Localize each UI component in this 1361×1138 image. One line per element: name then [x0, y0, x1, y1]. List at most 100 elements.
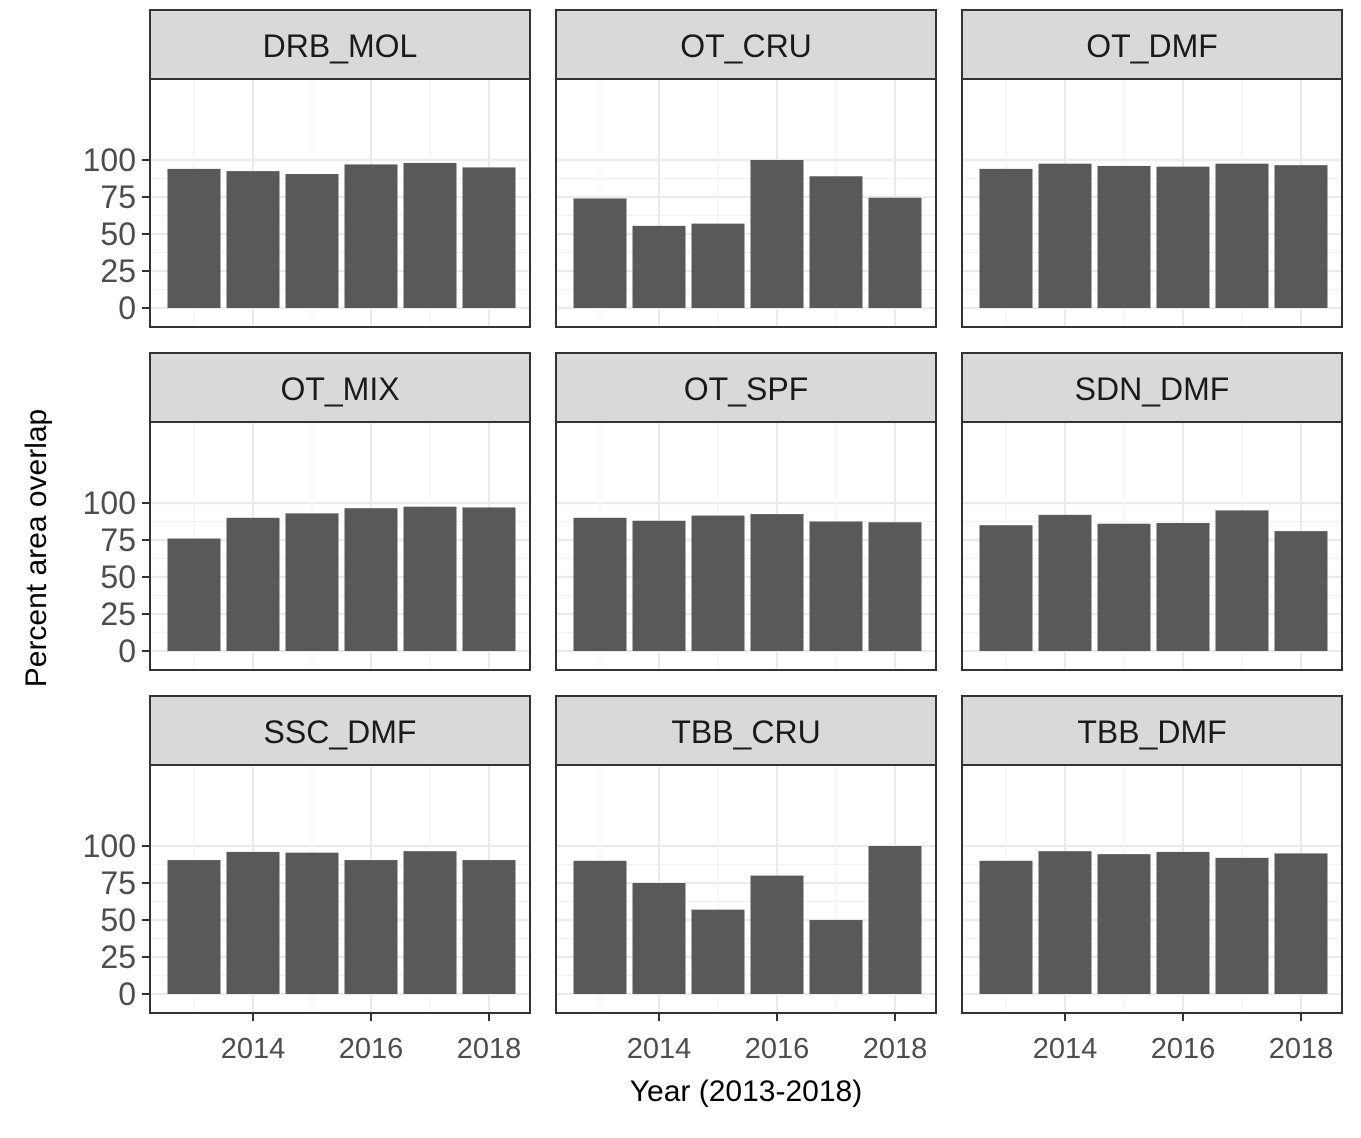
y-tick-label: 100 — [83, 828, 136, 864]
bar-drb-mol-2017 — [403, 162, 457, 308]
bar-ot-dmf-2017 — [1215, 163, 1269, 308]
bar-drb-mol-2014 — [226, 171, 280, 308]
bar-ot-mix-2018 — [462, 507, 516, 651]
facet-strip — [149, 352, 531, 423]
bar-drb-mol-2018 — [462, 167, 516, 308]
y-tick-label: 25 — [100, 253, 136, 289]
bar-ssc-dmf-2018 — [462, 860, 516, 994]
x-tick-label: 2018 — [1269, 1033, 1334, 1065]
facet-strip — [149, 695, 531, 766]
x-axis-label: Year (2013-2018) — [630, 1075, 862, 1108]
y-tick-label: 100 — [83, 142, 136, 178]
bar-ot-mix-2016 — [344, 508, 398, 651]
panel-border — [961, 764, 1343, 1014]
x-tick-label: 2018 — [457, 1033, 522, 1065]
y-tick-label: 100 — [83, 485, 136, 521]
bar-tbb-cru-2015 — [691, 909, 745, 994]
bar-tbb-dmf-2018 — [1274, 853, 1328, 994]
panel-border — [961, 78, 1343, 328]
panel-border — [961, 421, 1343, 671]
panel-border — [149, 764, 531, 1014]
panel-ot-dmf: OT_DMF — [961, 9, 1343, 328]
y-axis-label: Percent area overlap — [20, 409, 53, 688]
facet-label: OT_SPF — [684, 371, 808, 407]
facet-label: OT_MIX — [280, 371, 399, 407]
bar-ot-mix-2017 — [403, 506, 457, 651]
y-tick-label: 50 — [100, 216, 136, 252]
bar-sdn-dmf-2016 — [1156, 522, 1210, 651]
bar-tbb-cru-2017 — [809, 920, 863, 994]
bar-ot-spf-2014 — [632, 520, 686, 651]
facet-strip — [555, 352, 937, 423]
bar-sdn-dmf-2014 — [1038, 514, 1092, 651]
facet-strip — [149, 9, 531, 80]
bar-ot-dmf-2013 — [979, 168, 1033, 308]
bar-ot-cru-2018 — [868, 197, 922, 308]
bar-ot-mix-2015 — [285, 513, 339, 651]
panel-tbb-dmf: TBB_DMF 2014 2016 2018 — [961, 695, 1343, 1065]
panel-sdn-dmf: SDN_DMF — [961, 352, 1343, 671]
bar-tbb-cru-2014 — [632, 883, 686, 994]
facet-label: OT_CRU — [680, 28, 812, 64]
x-tick-label: 2016 — [745, 1033, 810, 1065]
y-tick-label: 50 — [100, 559, 136, 595]
bar-sdn-dmf-2015 — [1097, 523, 1151, 651]
bar-ot-spf-2016 — [750, 514, 804, 651]
bar-ot-spf-2018 — [868, 522, 922, 651]
y-tick-label: 75 — [100, 179, 136, 215]
facet-label: TBB_CRU — [671, 714, 820, 750]
x-tick-label: 2018 — [863, 1033, 928, 1065]
bar-drb-mol-2016 — [344, 164, 398, 308]
bar-ot-cru-2015 — [691, 223, 745, 308]
x-tick-label: 2016 — [1151, 1033, 1216, 1065]
facet-strip — [555, 9, 937, 80]
x-tick-label: 2014 — [627, 1033, 692, 1065]
facet-label: TBB_DMF — [1077, 714, 1226, 750]
bar-ot-spf-2017 — [809, 521, 863, 651]
bar-sdn-dmf-2013 — [979, 525, 1033, 651]
y-tick-label: 0 — [118, 976, 136, 1012]
bar-tbb-cru-2013 — [573, 860, 627, 994]
panel-border — [555, 421, 937, 671]
x-tick-label: 2016 — [339, 1033, 404, 1065]
x-tick-label: 2014 — [221, 1033, 286, 1065]
y-tick-label: 25 — [100, 596, 136, 632]
facet-label: DRB_MOL — [263, 28, 418, 64]
bar-ssc-dmf-2015 — [285, 852, 339, 994]
facet-label: SDN_DMF — [1075, 371, 1230, 407]
panel-ot-cru: OT_CRU — [555, 9, 937, 328]
bar-tbb-dmf-2014 — [1038, 851, 1092, 994]
panel-border — [555, 764, 937, 1014]
panel-border — [149, 421, 531, 671]
bar-ot-dmf-2014 — [1038, 163, 1092, 308]
x-tick-label: 2014 — [1033, 1033, 1098, 1065]
bar-ot-cru-2013 — [573, 198, 627, 308]
bar-tbb-cru-2016 — [750, 875, 804, 994]
bar-drb-mol-2015 — [285, 174, 339, 308]
facet-label: OT_DMF — [1086, 28, 1218, 64]
bar-drb-mol-2013 — [167, 168, 221, 308]
bar-ot-spf-2015 — [691, 515, 745, 651]
bar-ot-cru-2014 — [632, 225, 686, 308]
facet-strip — [555, 695, 937, 766]
bar-ssc-dmf-2014 — [226, 851, 280, 994]
bar-ssc-dmf-2017 — [403, 851, 457, 994]
bar-tbb-dmf-2017 — [1215, 857, 1269, 994]
facet-strip — [961, 695, 1343, 766]
y-tick-label: 75 — [100, 522, 136, 558]
bar-ot-dmf-2018 — [1274, 165, 1328, 308]
bar-tbb-dmf-2013 — [979, 860, 1033, 994]
bar-ot-dmf-2015 — [1097, 165, 1151, 308]
bar-tbb-dmf-2015 — [1097, 854, 1151, 994]
y-tick-label: 0 — [118, 290, 136, 326]
y-tick-label: 25 — [100, 939, 136, 975]
panel-border — [555, 78, 937, 328]
bar-tbb-cru-2018 — [868, 846, 922, 994]
y-tick-label: 0 — [118, 633, 136, 669]
bar-sdn-dmf-2018 — [1274, 531, 1328, 651]
